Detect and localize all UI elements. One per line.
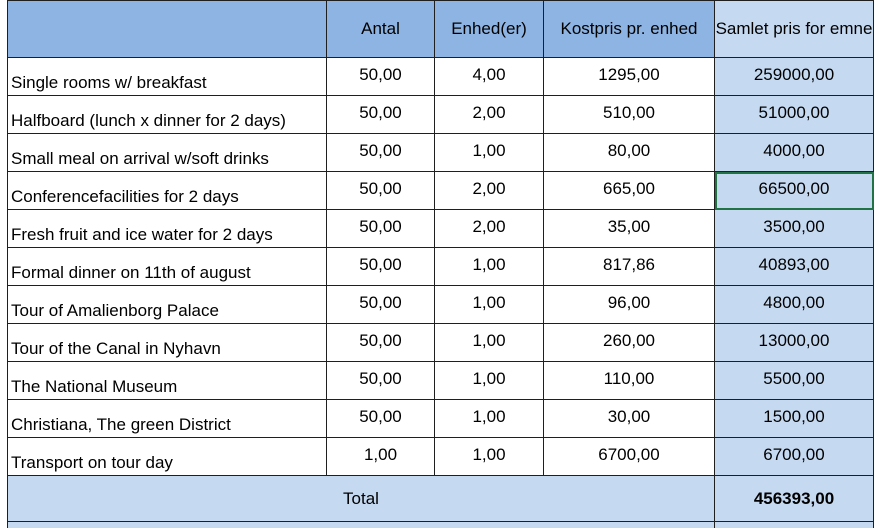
antal-cell[interactable]: 1,00 bbox=[326, 437, 435, 476]
samlet-cell[interactable]: 5500,00 bbox=[714, 361, 874, 400]
table-row: Conferencefacilities for 2 days 50,00 2,00… bbox=[7, 171, 874, 210]
enhed-cell[interactable]: 1,00 bbox=[434, 361, 544, 400]
enhed-cell[interactable]: 2,00 bbox=[434, 209, 544, 248]
samlet-cell[interactable]: 4000,00 bbox=[714, 133, 874, 172]
item-cell[interactable]: Fresh fruit and ice water for 2 days bbox=[7, 209, 327, 248]
table-row: Tour of the Canal in Nyhavn 50,00 1,00 260,… bbox=[7, 323, 874, 362]
enhed-cell[interactable]: 4,00 bbox=[434, 57, 544, 96]
item-cell[interactable]: Formal dinner on 11th of august bbox=[7, 247, 327, 286]
enhed-cell[interactable]: 1,00 bbox=[434, 133, 544, 172]
samlet-cell[interactable]: 40893,00 bbox=[714, 247, 874, 286]
samlet-cell[interactable]: 4800,00 bbox=[714, 285, 874, 324]
table-row: Fresh fruit and ice water for 2 days 50,0… bbox=[7, 209, 874, 248]
samlet-cell[interactable]: 51000,00 bbox=[714, 95, 874, 134]
header-cell-enhed[interactable]: Enhed(er) bbox=[434, 0, 544, 58]
item-cell[interactable]: Tour of the Canal in Nyhavn bbox=[7, 323, 327, 362]
partial-row-cell[interactable] bbox=[714, 521, 874, 528]
kostpris-cell[interactable]: 96,00 bbox=[543, 285, 715, 324]
total-row: Total 456393,00 bbox=[7, 475, 874, 522]
samlet-cell[interactable]: 1500,00 bbox=[714, 399, 874, 438]
samlet-cell[interactable]: 259000,00 bbox=[714, 57, 874, 96]
table-row: Christiana, The green District 50,00 1,00 3… bbox=[7, 399, 874, 438]
antal-cell[interactable]: 50,00 bbox=[326, 57, 435, 96]
enhed-cell[interactable]: 1,00 bbox=[434, 285, 544, 324]
antal-cell[interactable]: 50,00 bbox=[326, 95, 435, 134]
header-cell-item[interactable] bbox=[7, 0, 327, 58]
total-value-cell[interactable]: 456393,00 bbox=[714, 475, 874, 522]
table-row: Formal dinner on 11th of august 50,00 1,00… bbox=[7, 247, 874, 286]
kostpris-cell[interactable]: 6700,00 bbox=[543, 437, 715, 476]
antal-cell[interactable]: 50,00 bbox=[326, 209, 435, 248]
kostpris-cell[interactable]: 1295,00 bbox=[543, 57, 715, 96]
item-cell[interactable]: Conferencefacilities for 2 days bbox=[7, 171, 327, 210]
antal-cell[interactable]: 50,00 bbox=[326, 399, 435, 438]
kostpris-cell[interactable]: 30,00 bbox=[543, 399, 715, 438]
enhed-cell[interactable]: 1,00 bbox=[434, 323, 544, 362]
header-cell-samlet[interactable]: Samlet pris for emne bbox=[714, 0, 874, 58]
antal-cell[interactable]: 50,00 bbox=[326, 323, 435, 362]
samlet-cell[interactable]: 6700,00 bbox=[714, 437, 874, 476]
kostpris-cell[interactable]: 35,00 bbox=[543, 209, 715, 248]
kostpris-cell[interactable]: 260,00 bbox=[543, 323, 715, 362]
item-cell[interactable]: Single rooms w/ breakfast bbox=[7, 57, 327, 96]
enhed-cell[interactable]: 1,00 bbox=[434, 247, 544, 286]
antal-cell[interactable]: 50,00 bbox=[326, 133, 435, 172]
table-row: Single rooms w/ breakfast 50,00 4,00 1295,0… bbox=[7, 57, 874, 96]
enhed-cell[interactable]: 1,00 bbox=[434, 437, 544, 476]
table-row: Tour of Amalienborg Palace 50,00 1,00 96,00… bbox=[7, 285, 874, 324]
kostpris-cell[interactable]: 817,86 bbox=[543, 247, 715, 286]
item-cell[interactable]: Halfboard (lunch x dinner for 2 days) bbox=[7, 95, 327, 134]
table-row: Transport on tour day 1,00 1,00 6700,00 6700… bbox=[7, 437, 874, 476]
enhed-cell[interactable]: 2,00 bbox=[434, 171, 544, 210]
header-row: Antal Enhed(er) Kostpris pr. enhed Samle… bbox=[7, 0, 874, 58]
antal-cell[interactable]: 50,00 bbox=[326, 361, 435, 400]
samlet-cell[interactable]: 13000,00 bbox=[714, 323, 874, 362]
kostpris-cell[interactable]: 665,00 bbox=[543, 171, 715, 210]
enhed-cell[interactable]: 2,00 bbox=[434, 95, 544, 134]
table-row: Small meal on arrival w/soft drinks 50,00… bbox=[7, 133, 874, 172]
total-label-cell[interactable]: Total bbox=[7, 475, 715, 522]
item-cell[interactable]: Tour of Amalienborg Palace bbox=[7, 285, 327, 324]
header-cell-antal[interactable]: Antal bbox=[326, 0, 435, 58]
kostpris-cell[interactable]: 510,00 bbox=[543, 95, 715, 134]
samlet-cell[interactable]: 66500,00 bbox=[714, 171, 874, 210]
item-cell[interactable]: The National Museum bbox=[7, 361, 327, 400]
item-cell[interactable]: Transport on tour day bbox=[7, 437, 327, 476]
table-row: Halfboard (lunch x dinner for 2 days) 50,… bbox=[7, 95, 874, 134]
spreadsheet-table: Antal Enhed(er) Kostpris pr. enhed Samle… bbox=[7, 0, 874, 528]
antal-cell[interactable]: 50,00 bbox=[326, 171, 435, 210]
enhed-cell[interactable]: 1,00 bbox=[434, 399, 544, 438]
antal-cell[interactable]: 50,00 bbox=[326, 285, 435, 324]
kostpris-cell[interactable]: 80,00 bbox=[543, 133, 715, 172]
header-cell-kostpris[interactable]: Kostpris pr. enhed bbox=[543, 0, 715, 58]
item-cell[interactable]: Christiana, The green District bbox=[7, 399, 327, 438]
antal-cell[interactable]: 50,00 bbox=[326, 247, 435, 286]
table-body: Single rooms w/ breakfast 50,00 4,00 1295,0… bbox=[7, 57, 874, 476]
item-cell[interactable]: Small meal on arrival w/soft drinks bbox=[7, 133, 327, 172]
samlet-cell[interactable]: 3500,00 bbox=[714, 209, 874, 248]
table-row: The National Museum 50,00 1,00 110,00 5500,0… bbox=[7, 361, 874, 400]
partial-row bbox=[7, 521, 874, 528]
kostpris-cell[interactable]: 110,00 bbox=[543, 361, 715, 400]
